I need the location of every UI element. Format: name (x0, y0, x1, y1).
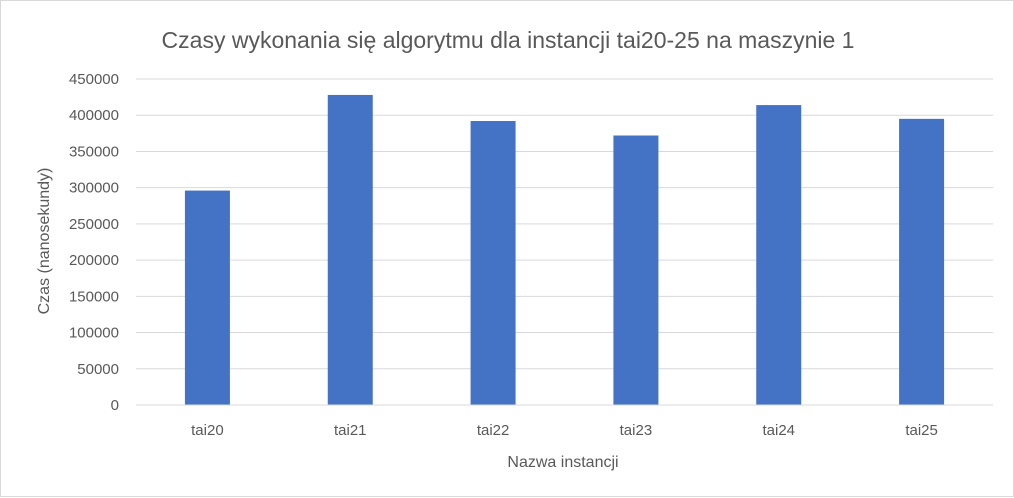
x-tick-label: tai25 (905, 422, 938, 439)
y-tick-label: 0 (111, 397, 119, 414)
y-tick-label: 300000 (69, 180, 119, 197)
y-tick-label: 150000 (69, 288, 119, 305)
bar-tai21 (327, 94, 373, 405)
y-tick-label: 350000 (69, 143, 119, 160)
bar-tai24 (756, 105, 802, 405)
x-tick-label: tai20 (191, 422, 224, 439)
bar-tai22 (470, 121, 516, 406)
y-tick-label: 450000 (69, 71, 119, 88)
y-tick-label: 250000 (69, 216, 119, 233)
x-axis-title: Nazwa instancji (507, 454, 618, 471)
chart-title: Czasy wykonania się algorytmu dla instan… (162, 27, 855, 53)
bar-tai20 (184, 190, 230, 405)
x-axis-ticks: tai20 tai21 tai22 tai23 tai24 tai25 (191, 422, 938, 439)
bars (184, 94, 945, 406)
y-tick-label: 50000 (77, 361, 119, 378)
y-tick-label: 400000 (69, 107, 119, 124)
x-tick-label: tai24 (762, 422, 795, 439)
y-tick-label: 100000 (69, 325, 119, 342)
x-tick-label: tai21 (334, 422, 367, 439)
y-tick-label: 200000 (69, 252, 119, 269)
bar-tai23 (613, 135, 659, 406)
x-tick-label: tai23 (620, 422, 653, 439)
y-axis-ticks: 0 50000 100000 150000 200000 250000 300000 3500… (69, 71, 119, 414)
bar-tai25 (899, 118, 945, 405)
x-tick-label: tai22 (477, 422, 510, 439)
gridlines (136, 78, 993, 370)
y-axis-title: Czas (nanosekundy) (36, 168, 53, 315)
